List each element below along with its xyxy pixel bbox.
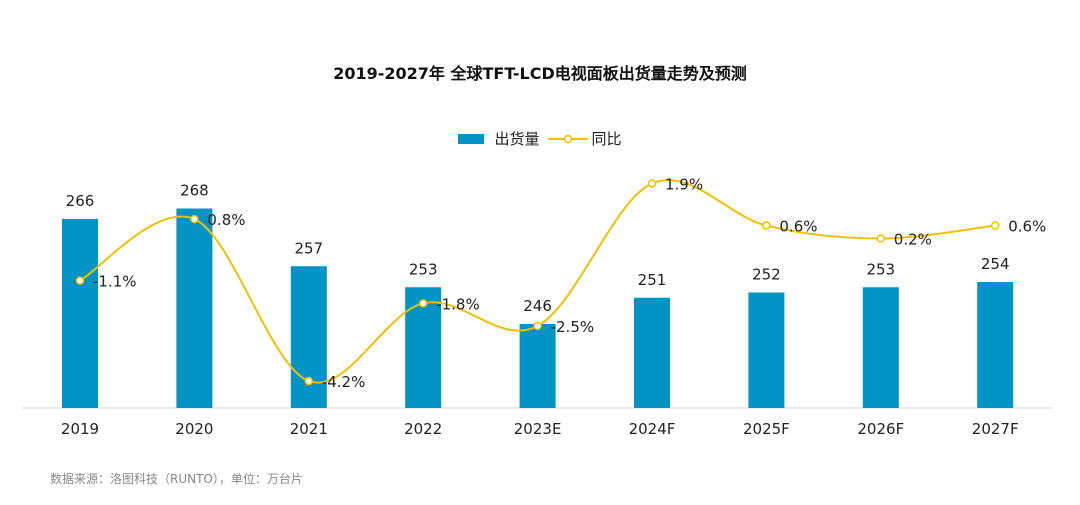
yoy-data-label: -1.1% [93,273,137,291]
bar-data-label: 253 [866,260,895,278]
bar [634,297,670,408]
yoy-point [75,276,85,285]
x-tick-label: 2024F [629,420,676,438]
yoy-point [876,234,886,243]
bar-data-label: 257 [294,239,323,257]
yoy-point [190,214,199,224]
x-tick-label: 2020 [175,420,213,438]
x-tick-label: 2027F [972,420,1019,438]
legend-label-shipments: 出货量 [494,130,540,148]
yoy-point [990,221,1000,230]
yoy-point [533,321,542,331]
yoy-data-label: 0.2% [894,231,932,249]
legend-line-swatch [547,134,588,143]
yoy-point [304,376,314,386]
bar-data-label: 246 [523,297,552,315]
yoy-point [762,221,771,230]
x-tick-label: 2026F [857,420,904,438]
bar-data-label: 268 [180,182,209,200]
yoy-data-label: 0.6% [779,218,817,236]
x-tick-label: 2022 [404,420,442,438]
legend: 出货量 同比 [0,128,1080,149]
yoy-data-label: -4.2% [322,373,366,391]
bar-data-label: 253 [409,260,438,278]
bar [176,208,213,408]
bar-data-label: 251 [638,271,667,289]
x-tick-label: 2025F [743,420,790,438]
yoy-point [418,299,428,308]
yoy-data-label: -2.5% [551,318,595,336]
legend-bar-swatch [458,133,485,144]
legend-label-yoy: 同比 [591,130,622,148]
yoy-data-label: 0.6% [1008,218,1046,236]
yoy-data-label: 0.8% [207,211,245,229]
x-tick-label: 2021 [290,420,328,438]
yoy-data-label: 1.9% [665,175,703,193]
x-tick-label: 2019 [61,420,99,438]
yoy-line [79,179,996,384]
yoy-point [647,179,657,188]
bar-data-label: 266 [66,192,95,210]
bar [519,324,556,408]
bar [977,282,1014,408]
x-tick-label: 2023E [514,420,562,438]
bar-data-label: 252 [752,266,781,284]
bar [62,219,98,408]
bar [862,287,899,408]
yoy-data-label: -1.8% [436,295,480,313]
chart-title: 2019-2027年 全球TFT-LCD电视面板出货量走势及预测 [333,64,747,83]
bar-data-label: 254 [981,255,1010,273]
bar [748,292,785,408]
source-note: 数据来源：洛图科技（RUNTO），单位：万台片 [50,472,303,486]
